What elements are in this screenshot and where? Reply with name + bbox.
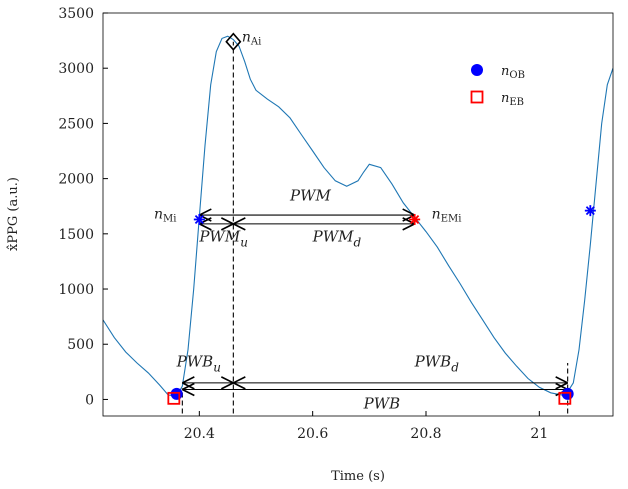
n-ai-marker bbox=[225, 32, 242, 51]
pwb-label: PWB bbox=[363, 394, 401, 412]
y-tick-label: 1500 bbox=[58, 227, 94, 243]
arrow-head bbox=[402, 208, 416, 222]
plot-frame bbox=[102, 12, 614, 417]
n-mi-label: nMi bbox=[154, 206, 176, 224]
pwm-arrow bbox=[198, 208, 416, 222]
arrow-head bbox=[198, 208, 212, 222]
pwm-d-label: PWMd bbox=[312, 228, 362, 250]
n-eb-marker-2 bbox=[558, 391, 572, 405]
legend-label-0: nOB bbox=[501, 64, 525, 81]
y-axis-label: x̂PPG (a.u.) bbox=[6, 177, 21, 251]
legend-marker-1 bbox=[470, 90, 484, 104]
y-tick-label: 500 bbox=[67, 337, 94, 353]
x-tick-label: 20.6 bbox=[297, 426, 328, 442]
arrow-head bbox=[198, 217, 212, 231]
y-tick-label: 2500 bbox=[58, 116, 94, 132]
n-ai-label: nAi bbox=[242, 30, 261, 48]
pwb-d-arrow bbox=[232, 376, 569, 390]
n-eb-marker-1 bbox=[167, 391, 181, 405]
x-tick-label: 20.8 bbox=[410, 426, 441, 442]
ppg-series-line bbox=[103, 35, 613, 397]
pwm-u-label: PWMu bbox=[198, 228, 248, 250]
arrow-head bbox=[220, 376, 234, 390]
pwm-d-arrow bbox=[232, 217, 416, 231]
axis-ticks: 20.4 20.6 20.8 21 0 500 1000 1500 2000 2500 3000 35… bbox=[58, 6, 548, 442]
pwm-label: PWM bbox=[289, 187, 332, 205]
n-mi-marker-2 bbox=[584, 205, 596, 217]
x-tick-label: 20.4 bbox=[184, 426, 215, 442]
n-ob-marker-1 bbox=[170, 387, 183, 400]
legend: nOB nEB bbox=[470, 64, 525, 108]
arrow-head bbox=[220, 217, 234, 231]
legend-label-1: nEB bbox=[501, 91, 524, 108]
n-emi-marker bbox=[409, 213, 421, 225]
arrow-head bbox=[402, 217, 416, 231]
y-tick-label: 3000 bbox=[58, 61, 94, 77]
pwm-u-arrow bbox=[198, 217, 234, 231]
y-tick-label: 0 bbox=[85, 392, 94, 408]
y-tick-label: 3500 bbox=[58, 6, 94, 22]
n-emi-label: nEMi bbox=[432, 206, 462, 224]
x-axis-label: Time (s) bbox=[331, 469, 385, 484]
n-ob-marker-2 bbox=[561, 387, 574, 400]
pwb-d-label: PWBd bbox=[414, 352, 460, 374]
x-tick-label: 21 bbox=[530, 426, 548, 442]
y-tick-label: 1000 bbox=[58, 282, 94, 298]
pwb-u-label: PWBu bbox=[176, 352, 221, 374]
legend-marker-0 bbox=[471, 64, 483, 76]
arrow-head bbox=[232, 376, 246, 390]
arrow-head bbox=[232, 217, 246, 231]
plot-area bbox=[103, 35, 613, 416]
n-mi-marker-1 bbox=[193, 213, 205, 225]
pwb-u-arrow bbox=[181, 376, 234, 390]
arrow-head bbox=[181, 382, 195, 397]
y-tick-label: 2000 bbox=[58, 172, 94, 188]
